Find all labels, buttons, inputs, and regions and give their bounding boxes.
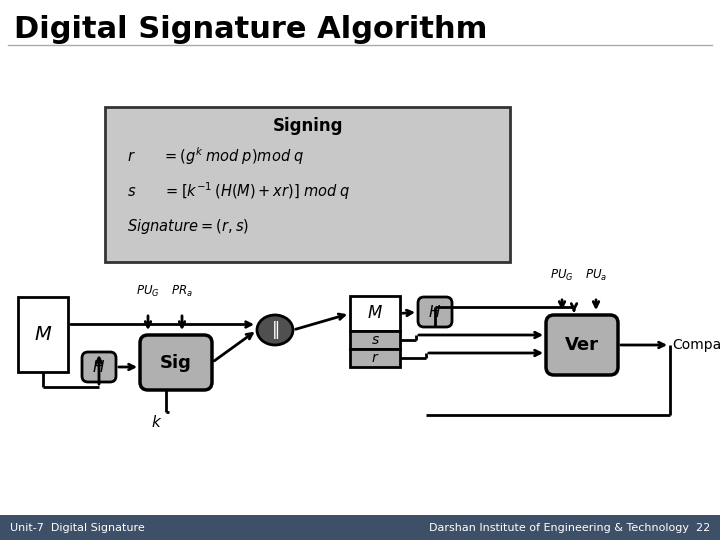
Text: Signing: Signing (272, 117, 343, 135)
Text: $H$: $H$ (428, 304, 441, 320)
Text: Unit-7  Digital Signature: Unit-7 Digital Signature (10, 523, 145, 533)
FancyBboxPatch shape (82, 352, 116, 382)
Text: $s \qquad = [k^{-1} \,(H(M) + xr)] \; mod \; q$: $s \qquad = [k^{-1} \,(H(M) + xr)] \; mo… (127, 180, 350, 202)
Text: $r \qquad = (g^k \; mod \; p) mod \; q$: $r \qquad = (g^k \; mod \; p) mod \; q$ (127, 145, 304, 167)
Text: $H$: $H$ (92, 359, 106, 375)
FancyBboxPatch shape (105, 107, 510, 262)
Text: Compare: Compare (672, 338, 720, 352)
Text: $PU_G$: $PU_G$ (550, 268, 574, 283)
Text: $PU_a$: $PU_a$ (585, 268, 607, 283)
Text: $Signature = (r, s)$: $Signature = (r, s)$ (127, 217, 249, 236)
FancyBboxPatch shape (546, 315, 618, 375)
FancyBboxPatch shape (418, 297, 452, 327)
Text: Ver: Ver (565, 336, 599, 354)
Text: $r$: $r$ (371, 351, 379, 365)
FancyBboxPatch shape (140, 335, 212, 390)
Ellipse shape (257, 315, 293, 345)
FancyBboxPatch shape (0, 515, 720, 540)
FancyBboxPatch shape (18, 297, 68, 372)
Text: Digital Signature Algorithm: Digital Signature Algorithm (14, 15, 487, 44)
Text: $PR_a$: $PR_a$ (171, 284, 193, 299)
Text: $s$: $s$ (371, 333, 379, 347)
Text: $M$: $M$ (367, 305, 383, 322)
Text: $k$: $k$ (150, 414, 162, 430)
FancyBboxPatch shape (350, 296, 400, 331)
Text: Sig: Sig (160, 354, 192, 372)
Text: Darshan Institute of Engineering & Technology  22: Darshan Institute of Engineering & Techn… (428, 523, 710, 533)
Text: $\Vert$: $\Vert$ (271, 319, 279, 341)
Text: $PU_G$: $PU_G$ (136, 284, 160, 299)
FancyBboxPatch shape (350, 349, 400, 367)
FancyBboxPatch shape (350, 331, 400, 349)
Text: $M$: $M$ (34, 325, 52, 344)
